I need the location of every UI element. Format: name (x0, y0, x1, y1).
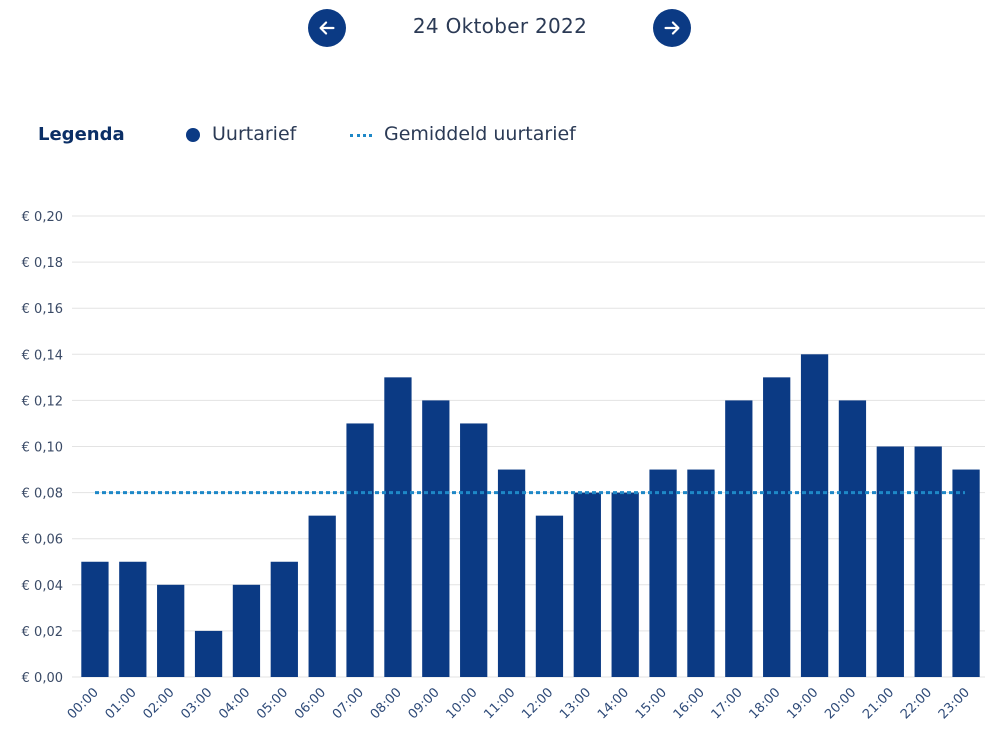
x-tick-label: 06:00 (292, 685, 329, 722)
bar-0900[interactable] (422, 400, 450, 677)
legend-average-marker (350, 134, 372, 137)
x-tick-label: 23:00 (936, 685, 973, 722)
y-tick-label: € 0,06 (22, 533, 63, 548)
x-tick-label: 15:00 (633, 685, 670, 722)
x-tick-label: 13:00 (557, 685, 594, 722)
x-tick-label: 20:00 (822, 685, 859, 722)
x-tick-label: 19:00 (784, 685, 821, 722)
y-tick-label: € 0,16 (22, 302, 63, 317)
bar-1700[interactable] (725, 400, 753, 677)
chart-legend: Legenda Uurtarief Gemiddeld uurtarief (38, 122, 658, 150)
y-tick-label: € 0,12 (22, 394, 63, 409)
legend-item-uurtarief: Uurtarief (212, 123, 297, 145)
bar-1900[interactable] (800, 354, 829, 677)
x-tick-label: 12:00 (519, 685, 556, 722)
x-tick-label: 14:00 (595, 685, 632, 722)
bar-2300[interactable] (952, 469, 980, 677)
x-tick-label: 08:00 (368, 685, 405, 722)
arrow-left-icon (319, 21, 335, 35)
x-tick-label: 01:00 (103, 685, 140, 722)
bar-1400[interactable] (611, 492, 639, 677)
bar-0600[interactable] (308, 515, 336, 677)
y-tick-label: € 0,20 (22, 210, 63, 225)
x-tick-label: 09:00 (406, 685, 443, 722)
y-tick-label: € 0,02 (22, 625, 63, 640)
bar-1500[interactable] (649, 469, 677, 677)
x-tick-label: 22:00 (898, 685, 935, 722)
next-day-button[interactable] (653, 9, 691, 47)
bar-2100[interactable] (876, 446, 904, 678)
bar-2000[interactable] (838, 400, 867, 677)
bar-1000[interactable] (460, 423, 488, 677)
arrow-right-icon (664, 21, 680, 35)
previous-day-button[interactable] (308, 9, 346, 47)
bar-0100[interactable] (119, 561, 147, 677)
bar-0800[interactable] (384, 377, 412, 677)
y-tick-label: € 0,14 (22, 348, 63, 363)
bar-0300[interactable] (194, 630, 223, 677)
x-tick-label: 11:00 (481, 685, 518, 722)
x-tick-label: 17:00 (709, 685, 746, 722)
bar-2200[interactable] (914, 446, 942, 678)
bar-1300[interactable] (573, 492, 601, 677)
y-tick-label: € 0,18 (22, 256, 63, 271)
legend-bar-marker (186, 128, 200, 142)
x-tick-label: 04:00 (216, 685, 253, 722)
x-tick-label: 03:00 (178, 685, 215, 722)
x-tick-label: 21:00 (860, 685, 897, 722)
y-tick-label: € 0,08 (22, 487, 63, 502)
x-tick-label: 05:00 (254, 685, 291, 722)
bar-1200[interactable] (535, 515, 564, 677)
bar-0200[interactable] (157, 584, 185, 677)
x-tick-label: 10:00 (443, 685, 480, 722)
x-tick-label: 02:00 (140, 685, 177, 722)
bar-0000[interactable] (81, 561, 109, 677)
date-label: 24 Oktober 2022 (412, 14, 588, 38)
bar-1800[interactable] (763, 377, 791, 677)
x-tick-label: 07:00 (330, 685, 367, 722)
x-tick-label: 16:00 (671, 685, 708, 722)
y-tick-label: € 0,04 (22, 579, 63, 594)
bar-1100[interactable] (497, 469, 526, 677)
bar-0500[interactable] (270, 561, 298, 677)
legend-item-gemiddeld: Gemiddeld uurtarief (384, 123, 576, 145)
bar-1600[interactable] (687, 469, 715, 677)
x-tick-label: 00:00 (65, 685, 102, 722)
legend-title: Legenda (38, 124, 125, 145)
bar-0400[interactable] (232, 584, 261, 677)
date-navigation: 24 Oktober 2022 (0, 0, 988, 60)
price-bar-chart: € 0,00 € 0,02 € 0,04 € 0,06 € 0,08 € 0,10 € 0,… (22, 210, 985, 722)
bar-0700[interactable] (346, 423, 374, 677)
y-tick-label: € 0,00 (22, 671, 63, 686)
x-tick-label: 18:00 (746, 685, 783, 722)
y-tick-label: € 0,10 (22, 441, 63, 456)
